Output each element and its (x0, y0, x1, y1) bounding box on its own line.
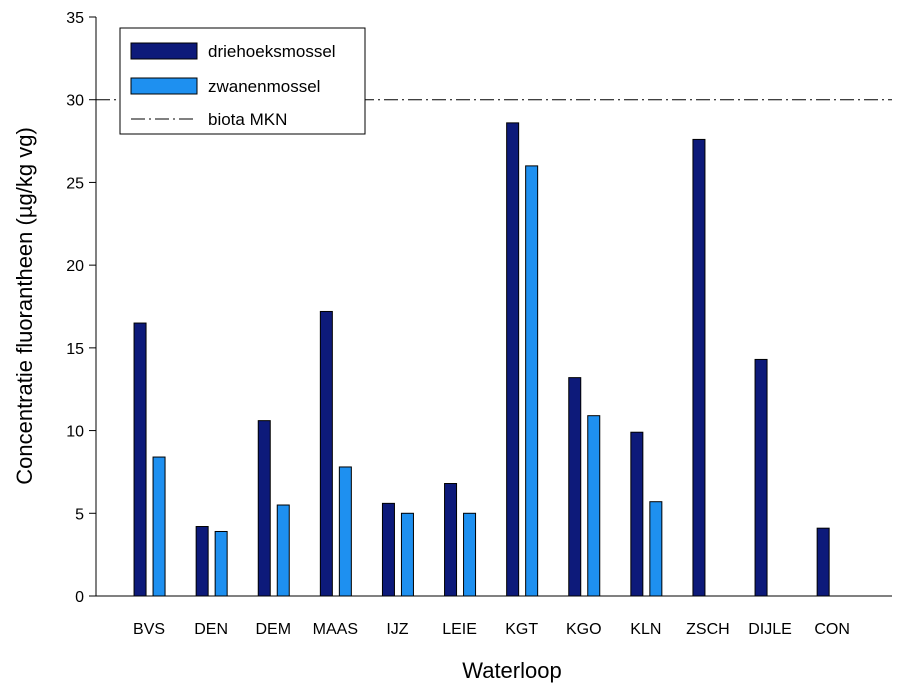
y-tick-label-35: 35 (66, 10, 84, 27)
x-axis-title: Waterloop (462, 658, 561, 683)
legend-swatch-driehoeksmossel (130, 42, 198, 60)
bar-zwanenmossel-dem (276, 504, 290, 597)
x-tick-label-zsch: ZSCH (686, 621, 730, 638)
ticks-layer: 0 5 10 15 20 25 30 35 BVS DEN DEM MAAS IJZ LEIE KGT KGO… (66, 10, 850, 638)
x-tick-label-leie: LEIE (442, 621, 477, 638)
bar-driehoeksmossel-den (195, 526, 209, 597)
bar-driehoeksmossel-ijz (381, 502, 395, 597)
y-tick-label-25: 25 (66, 175, 84, 192)
x-tick-label-kgt: KGT (505, 621, 538, 638)
bar-driehoeksmossel-maas (319, 310, 333, 597)
x-tick-label-den: DEN (194, 621, 228, 638)
bar-driehoeksmossel-dijle (754, 358, 768, 597)
bar-zwanenmossel-maas (338, 466, 352, 597)
x-tick-label-ijz: IJZ (386, 621, 408, 638)
bar-zwanenmossel-den (214, 530, 228, 597)
y-axis-title: Concentratie fluorantheen (µg/kg vg) (12, 127, 37, 485)
axes-layer (95, 17, 892, 597)
x-tick-label-bvs: BVS (133, 621, 165, 638)
x-tick-label-kgo: KGO (566, 621, 602, 638)
legend: driehoeksmossel zwanenmossel biota MKN (119, 27, 366, 135)
bar-driehoeksmossel-con (816, 527, 830, 597)
legend-label-driehoeksmossel: driehoeksmossel (208, 42, 336, 61)
bar-zwanenmossel-kln (649, 501, 663, 597)
bar-driehoeksmossel-kln (630, 431, 644, 597)
bar-zwanenmossel-kgo (587, 415, 601, 597)
x-tick-label-dem: DEM (255, 621, 291, 638)
bar-driehoeksmossel-dem (257, 420, 271, 597)
bar-zwanenmossel-kgt (525, 165, 539, 597)
y-tick-label-30: 30 (66, 93, 84, 110)
bar-zwanenmossel-bvs (152, 456, 166, 597)
y-tick-label-5: 5 (75, 506, 84, 523)
bar-driehoeksmossel-kgo (568, 377, 582, 597)
y-tick-label-10: 10 (66, 424, 84, 441)
legend-label-zwanenmossel: zwanenmossel (208, 77, 320, 96)
legend-label-biota-mkn: biota MKN (208, 110, 287, 129)
y-tick-label-0: 0 (75, 589, 84, 606)
bars-layer (133, 122, 830, 597)
bar-driehoeksmossel-zsch (692, 138, 706, 597)
x-tick-label-kln: KLN (630, 621, 661, 638)
y-tick-label-20: 20 (66, 258, 84, 275)
x-tick-label-dijle: DIJLE (748, 621, 792, 638)
x-tick-label-maas: MAAS (313, 621, 358, 638)
x-tick-label-con: CON (814, 621, 850, 638)
bar-driehoeksmossel-leie (444, 483, 458, 597)
legend-swatch-zwanenmossel (130, 77, 198, 95)
bar-driehoeksmossel-bvs (133, 322, 147, 597)
bar-zwanenmossel-leie (463, 512, 477, 597)
bar-driehoeksmossel-kgt (506, 122, 520, 597)
y-tick-label-15: 15 (66, 341, 84, 358)
bar-zwanenmossel-ijz (400, 512, 414, 597)
